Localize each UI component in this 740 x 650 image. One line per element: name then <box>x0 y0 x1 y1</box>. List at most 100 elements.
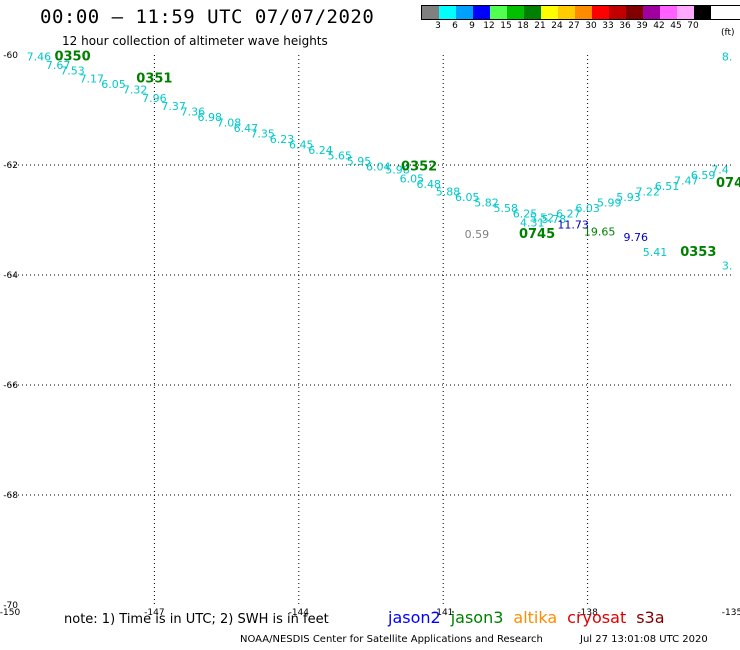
legend-label: 70 <box>687 21 699 31</box>
legend-swatch <box>507 6 524 19</box>
lat-tick-label: -66 <box>3 381 18 391</box>
lat-tick-label: -68 <box>3 491 18 501</box>
swh-label: 5.99 <box>597 196 622 209</box>
legend-swatch <box>422 6 439 19</box>
legend-swatch <box>677 6 694 19</box>
legend-swatch <box>439 6 456 19</box>
legend-label: 45 <box>670 21 682 31</box>
swh-label: 6.98 <box>198 111 223 124</box>
swh-label: 7.96 <box>142 92 167 105</box>
map-grid <box>10 55 732 605</box>
legend-swatch <box>456 6 473 19</box>
legend-swatch <box>660 6 677 19</box>
legend-swatch <box>575 6 592 19</box>
swh-label: 6.59 <box>691 169 716 182</box>
swh-label: 6.23 <box>270 133 295 146</box>
swh-label: 8. <box>722 51 733 64</box>
swh-label: 9.76 <box>623 231 648 244</box>
credit-line: NOAA/NESDIS Center for Satellite Applica… <box>240 634 543 645</box>
swh-label: 7.32 <box>123 84 148 97</box>
swh-label: 6.04 <box>366 161 391 174</box>
map-tick-labels: -150 -147 -144 -141 -138 -135 -60 -62 -64 -66 -68 -… <box>0 51 740 618</box>
legend-swatch <box>592 6 609 19</box>
swh-label: 5.82 <box>474 196 499 209</box>
swh-label: 11.73 <box>557 218 589 231</box>
lon-tick-label: -147 <box>144 608 164 618</box>
swh-label: 6.05 <box>101 78 126 91</box>
swh-label: 6.48 <box>417 178 442 191</box>
swh-label: 5.41 <box>643 246 668 259</box>
lat-tick-label: -64 <box>3 271 18 281</box>
lon-tick-label: -138 <box>577 608 598 618</box>
lat-tick-label: -70 <box>3 601 18 611</box>
lon-tick-label: -135 <box>722 608 740 618</box>
pass-time-label: 0353 <box>680 245 716 260</box>
swh-label: 4.31 <box>520 217 545 230</box>
legend-swatch <box>626 6 643 19</box>
pass-time-label: 0745 <box>519 227 555 242</box>
swh-label: 7.46 <box>27 51 52 64</box>
swh-label: 5.93 <box>616 191 641 204</box>
lat-tick-label: -62 <box>3 161 18 171</box>
swh-label: 19.65 <box>584 225 616 238</box>
swh-label: 6.05 <box>400 173 425 186</box>
legend-swatch <box>541 6 558 19</box>
legend-label: 24 <box>551 21 563 31</box>
legend-label: 42 <box>653 21 665 31</box>
legend-label: 3 <box>435 21 441 31</box>
swh-label: 5.95 <box>347 155 372 168</box>
footer-note: note: 1) Time is in UTC; 2) SWH is in fe… <box>64 612 329 627</box>
swh-label: 6.24 <box>308 144 333 157</box>
legend-label: 9 <box>469 21 475 31</box>
swh-label: 5.98 <box>385 163 410 176</box>
pass-time-labels: 0350 0351 0352 0745 0353 074 <box>54 50 740 260</box>
swh-label: 6.51 <box>655 180 680 193</box>
legend-label: 21 <box>534 21 546 31</box>
legend-label: 30 <box>585 21 597 31</box>
satellite-altika: altika <box>513 608 558 627</box>
legend-swatches <box>421 5 740 20</box>
legend-label: 18 <box>517 21 529 31</box>
pass-time-label: 0350 <box>54 50 90 65</box>
swh-label: 5.65 <box>327 150 352 163</box>
legend-swatch <box>473 6 490 19</box>
swh-label: 5.88 <box>436 185 461 198</box>
swh-label: 5.52 <box>530 212 555 225</box>
legend-swatch <box>643 6 660 19</box>
pass-time-label: 0351 <box>136 72 172 87</box>
map-title: 00:00 – 11:59 UTC 07/07/2020 <box>40 6 375 28</box>
swh-label: 6.05 <box>455 191 480 204</box>
swh-label: 7.47 <box>674 174 699 187</box>
satellite-s3a: s3a <box>636 608 665 627</box>
swh-label: 7.35 <box>250 128 275 141</box>
legend-label: 39 <box>636 21 648 31</box>
legend-label: 36 <box>619 21 631 31</box>
lon-tick-label: -150 <box>0 608 20 618</box>
lon-tick-label: -144 <box>289 608 310 618</box>
legend-label: 12 <box>483 21 495 31</box>
legend-unit: (ft) <box>721 28 735 38</box>
legend-label: 6 <box>452 21 458 31</box>
legend-label: 33 <box>602 21 614 31</box>
swh-label: 6.03 <box>575 202 600 215</box>
legend-label: 15 <box>500 21 512 31</box>
swh-label: 6.47 <box>234 122 259 135</box>
legend-labels: 3 6 9 12 15 18 21 24 27 30 33 36 39 42 45 70 <box>421 20 740 32</box>
swh-label: 7.22 <box>636 185 661 198</box>
swh-label: 7.36 <box>181 106 206 119</box>
legend-label: 27 <box>568 21 580 31</box>
satellite-jason3: jason3 <box>450 608 504 627</box>
map-subtitle: 12 hour collection of altimeter wave hei… <box>62 34 328 48</box>
swh-label: 7.17 <box>80 73 105 86</box>
lon-tick-label: -141 <box>433 608 453 618</box>
legend-swatch <box>694 6 711 19</box>
satellite-cryosat: cryosat <box>567 608 627 627</box>
lat-tick-label: -60 <box>3 51 18 61</box>
swh-label: 7.67 <box>46 59 71 72</box>
swh-label: 7.37 <box>161 100 186 113</box>
swh-label: 7.4 <box>711 163 729 176</box>
swh-label: 5.58 <box>494 202 519 215</box>
satellite-jason2: jason2 <box>388 608 441 627</box>
legend-swatch <box>609 6 626 19</box>
